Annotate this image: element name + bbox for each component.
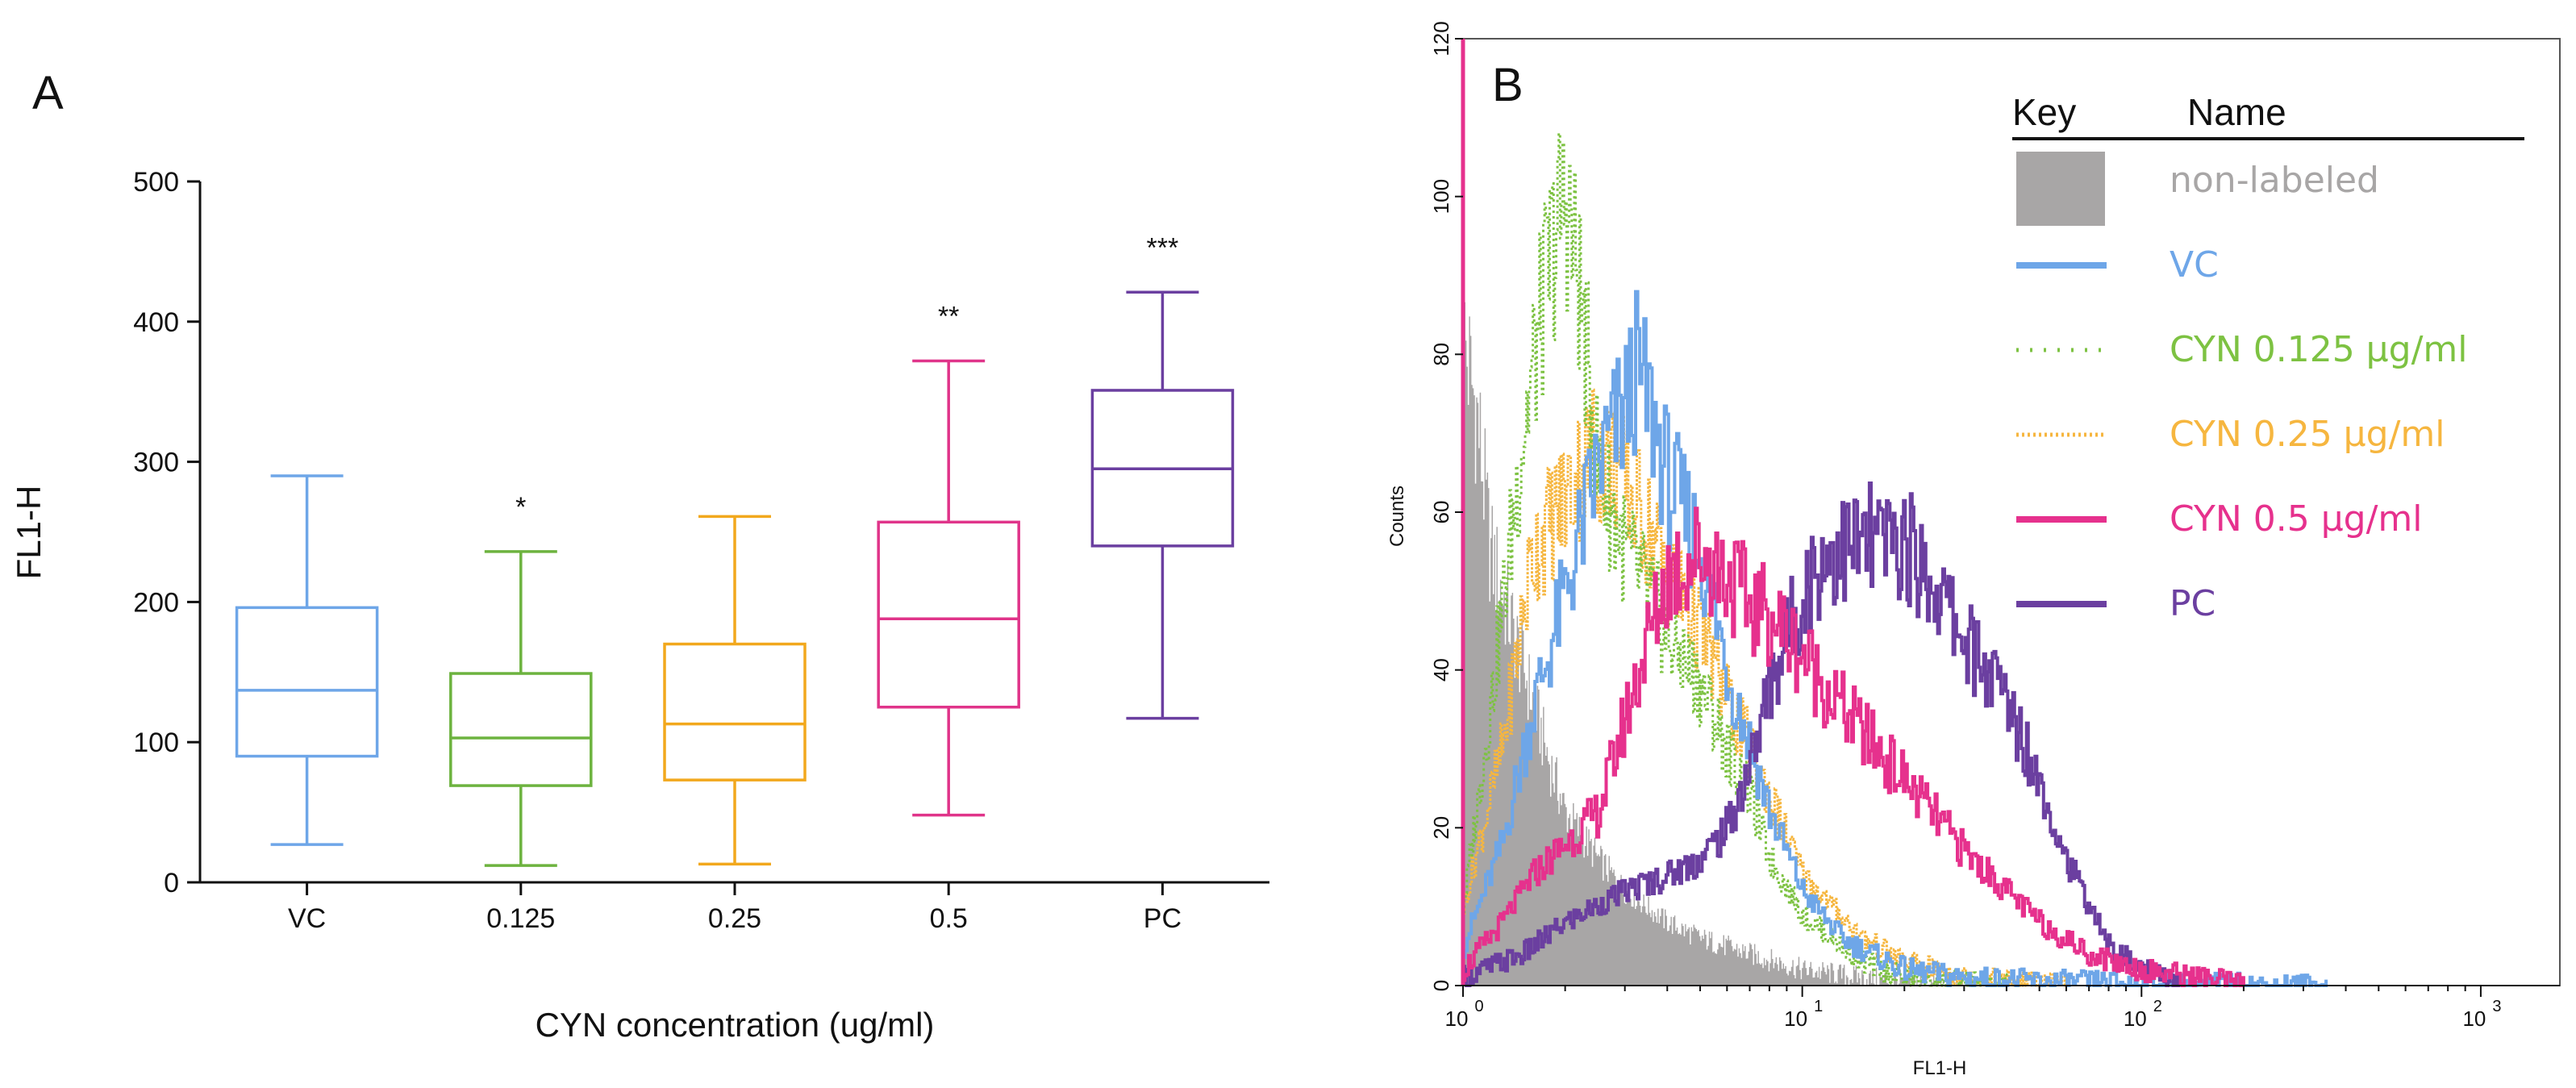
panel-a-letter: A: [32, 67, 64, 119]
panel-b-x-tick-exponent: 1: [1814, 998, 1823, 1015]
panel-a-x-tick-label: 0.25: [708, 903, 761, 934]
box-PC: ***: [1090, 232, 1235, 720]
box-VC: [235, 474, 379, 846]
box-iqr: [663, 642, 807, 782]
legend-item-vc: VC: [2016, 244, 2219, 286]
legend-label: CYN 0.25 µg/ml: [2170, 414, 2445, 455]
legend-swatch: [2016, 152, 2105, 226]
series-non-labeled: [1463, 302, 1965, 986]
series-cyn-0-25--g-ml: [1463, 388, 2068, 987]
legend-item-cyn-0-5--g-ml: CYN 0.5 µg/ml: [2016, 498, 2423, 540]
panel-b-y-tick-label: 40: [1429, 658, 1453, 682]
panel-b-y-tick-label: 60: [1429, 501, 1453, 524]
panel-b-y-axis-title: Counts: [1386, 486, 1408, 547]
panel-b-legend: Key Name non-labeled VC CYN 0.125 µg/ml CYN…: [2012, 91, 2524, 624]
legend-item-non-labeled: non-labeled: [2016, 152, 2379, 226]
legend-item-cyn-0-125--g-ml: CYN 0.125 µg/ml: [2016, 329, 2468, 370]
panel-b-frame: [1462, 38, 2561, 986]
panel-b-x-tick-label: 10: [1445, 1007, 1469, 1031]
panel-a-y-tick-label: 300: [133, 448, 179, 478]
panel-a-x-tick-label: VC: [288, 903, 326, 934]
panel-a-x-tick-label: PC: [1144, 903, 1182, 934]
box-iqr: [235, 606, 379, 758]
legend-item-cyn-0-25--g-ml: CYN 0.25 µg/ml: [2016, 414, 2445, 455]
box-iqr: [449, 672, 593, 787]
panel-b-x-tick-label: 10: [2462, 1007, 2486, 1031]
panel-a-y-axis-title: FL1-H: [10, 486, 48, 580]
panel-a-y-tick-label: 200: [133, 587, 179, 618]
panel-a-x-tick-label: 0.125: [486, 903, 555, 934]
panel-b-y-tick-label: 80: [1429, 343, 1453, 366]
legend-label: CYN 0.125 µg/ml: [2170, 329, 2468, 370]
panel-b-x-tick-label: 10: [2124, 1007, 2147, 1031]
legend-label: PC: [2170, 583, 2215, 624]
panel-b-letter: B: [1492, 59, 1524, 111]
panel-a-x-axis-title: CYN concentration (ug/ml): [536, 1006, 935, 1044]
panel-a-x-tick-label: 0.5: [930, 903, 968, 934]
box-significance: ***: [1147, 232, 1179, 263]
legend-label: VC: [2170, 244, 2219, 286]
panel-b-y-tick-label: 20: [1429, 816, 1453, 840]
panel-b-x-axis-title: FL1-H: [1913, 1057, 1967, 1079]
legend-header-key: Key: [2012, 91, 2076, 133]
box-significance: **: [938, 301, 959, 331]
panel-b-x-tick-exponent: 0: [1474, 998, 1483, 1015]
panel-b-y-tick-label: 120: [1429, 21, 1453, 56]
box-025: [663, 515, 807, 866]
panel-b-y-tick-label: 100: [1429, 179, 1453, 214]
panel-a-y-tick-label: 0: [164, 868, 179, 898]
box-iqr: [877, 520, 1020, 709]
box-significance: *: [515, 492, 526, 523]
legend-label: CYN 0.5 µg/ml: [2170, 498, 2423, 540]
panel-b-x-tick-exponent: 3: [2492, 998, 2501, 1015]
legend-item-pc: PC: [2016, 583, 2215, 624]
box-0125: *: [449, 492, 593, 867]
legend-header-name: Name: [2187, 91, 2286, 133]
panel-b-x-tick-exponent: 2: [2153, 998, 2162, 1015]
legend-label: non-labeled: [2170, 160, 2379, 201]
box-05: **: [877, 301, 1020, 817]
panel-a-y-tick-label: 400: [133, 307, 179, 338]
series-pc: [1463, 481, 2182, 987]
panel-b-y-tick-label: 0: [1429, 980, 1453, 991]
panel-a-y-tick-label: 500: [133, 167, 179, 198]
series-cyn-0-5--g-ml: [1463, 506, 2245, 987]
panel-a-y-tick-label: 100: [133, 727, 179, 758]
panel-b-x-tick-label: 10: [1784, 1007, 1807, 1031]
